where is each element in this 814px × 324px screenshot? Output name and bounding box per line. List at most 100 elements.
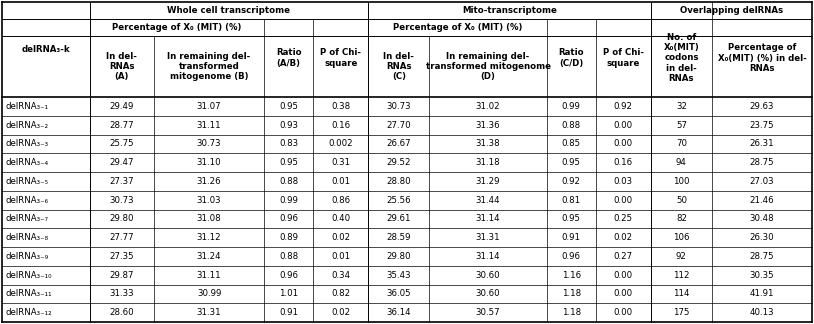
- Text: In remaining del-
transformed
mitogenome (B): In remaining del- transformed mitogenome…: [168, 52, 251, 81]
- Text: 82: 82: [676, 214, 687, 223]
- Text: 31.31: 31.31: [476, 233, 501, 242]
- Text: 27.70: 27.70: [387, 121, 411, 130]
- Text: delRNA₃₋₃: delRNA₃₋₃: [5, 139, 48, 148]
- Text: 31.14: 31.14: [476, 214, 501, 223]
- Text: 1.18: 1.18: [562, 308, 581, 317]
- Text: 31.08: 31.08: [197, 214, 221, 223]
- Text: 31.36: 31.36: [476, 121, 501, 130]
- Text: 30.35: 30.35: [750, 271, 774, 280]
- Text: delRNA₃₋₅: delRNA₃₋₅: [5, 177, 48, 186]
- Text: 0.91: 0.91: [562, 233, 580, 242]
- Text: 0.88: 0.88: [279, 252, 298, 261]
- Text: 0.96: 0.96: [562, 252, 580, 261]
- Text: 31.10: 31.10: [197, 158, 221, 167]
- Text: 31.11: 31.11: [197, 121, 221, 130]
- Text: 0.16: 0.16: [331, 121, 350, 130]
- Text: 0.92: 0.92: [562, 177, 580, 186]
- Text: 36.05: 36.05: [387, 289, 411, 298]
- Text: 25.75: 25.75: [110, 139, 134, 148]
- Text: 0.27: 0.27: [614, 252, 632, 261]
- Text: 31.33: 31.33: [110, 289, 134, 298]
- Text: 92: 92: [676, 252, 687, 261]
- Text: 0.01: 0.01: [331, 252, 350, 261]
- Text: delRNA₃₋₇: delRNA₃₋₇: [5, 214, 48, 223]
- Text: delRNA₃₋₄: delRNA₃₋₄: [5, 158, 48, 167]
- Text: In remaining del-
transformed mitogenome
(D): In remaining del- transformed mitogenome…: [426, 52, 550, 81]
- Text: 32: 32: [676, 102, 687, 111]
- Text: 28.75: 28.75: [750, 252, 774, 261]
- Text: 26.31: 26.31: [750, 139, 774, 148]
- Text: 25.56: 25.56: [387, 196, 411, 205]
- Text: 29.80: 29.80: [110, 214, 134, 223]
- Text: Mito-transcriptome: Mito-transcriptome: [462, 6, 557, 15]
- Text: 29.49: 29.49: [110, 102, 134, 111]
- Text: In del-
RNAs
(C): In del- RNAs (C): [383, 52, 414, 81]
- Text: 70: 70: [676, 139, 687, 148]
- Text: 28.80: 28.80: [387, 177, 411, 186]
- Text: 0.002: 0.002: [328, 139, 353, 148]
- Text: 0.25: 0.25: [614, 214, 632, 223]
- Text: 29.47: 29.47: [110, 158, 134, 167]
- Text: 21.46: 21.46: [750, 196, 774, 205]
- Text: 29.52: 29.52: [387, 158, 411, 167]
- Text: 30.57: 30.57: [476, 308, 501, 317]
- Text: 31.29: 31.29: [476, 177, 501, 186]
- Text: 31.26: 31.26: [197, 177, 221, 186]
- Text: 0.89: 0.89: [279, 233, 298, 242]
- Text: 28.75: 28.75: [750, 158, 774, 167]
- Text: 28.59: 28.59: [387, 233, 411, 242]
- Text: 29.80: 29.80: [387, 252, 411, 261]
- Text: 0.88: 0.88: [562, 121, 581, 130]
- Text: Ratio
(C/D): Ratio (C/D): [558, 48, 584, 68]
- Text: Whole cell transcriptome: Whole cell transcriptome: [168, 6, 291, 15]
- Text: 0.83: 0.83: [279, 139, 298, 148]
- Text: 0.00: 0.00: [614, 121, 632, 130]
- Text: 0.82: 0.82: [331, 289, 350, 298]
- Text: 31.11: 31.11: [197, 271, 221, 280]
- Text: 0.86: 0.86: [331, 196, 350, 205]
- Text: 30.60: 30.60: [476, 271, 501, 280]
- Text: 0.81: 0.81: [562, 196, 581, 205]
- Text: 114: 114: [673, 289, 689, 298]
- Text: 1.18: 1.18: [562, 289, 581, 298]
- Text: delRNA₃-k: delRNA₃-k: [21, 45, 70, 54]
- Text: 0.40: 0.40: [331, 214, 350, 223]
- Text: 27.35: 27.35: [110, 252, 134, 261]
- Text: 31.12: 31.12: [197, 233, 221, 242]
- Text: 31.02: 31.02: [476, 102, 501, 111]
- Text: 175: 175: [673, 308, 689, 317]
- Text: 0.34: 0.34: [331, 271, 350, 280]
- Text: In del-
RNAs
(A): In del- RNAs (A): [107, 52, 138, 81]
- Text: 0.02: 0.02: [331, 233, 350, 242]
- Text: 0.92: 0.92: [614, 102, 632, 111]
- Text: 23.75: 23.75: [750, 121, 774, 130]
- Text: 31.03: 31.03: [197, 196, 221, 205]
- Text: 0.95: 0.95: [562, 158, 580, 167]
- Text: 31.44: 31.44: [476, 196, 501, 205]
- Text: 100: 100: [673, 177, 689, 186]
- Text: delRNA₃₋₂: delRNA₃₋₂: [5, 121, 48, 130]
- Text: 30.48: 30.48: [750, 214, 774, 223]
- Text: 31.07: 31.07: [197, 102, 221, 111]
- Text: 50: 50: [676, 196, 687, 205]
- Text: 57: 57: [676, 121, 687, 130]
- Text: 29.61: 29.61: [387, 214, 411, 223]
- Text: 36.14: 36.14: [387, 308, 411, 317]
- Text: delRNA₃₋₆: delRNA₃₋₆: [5, 196, 48, 205]
- Text: No. of
X₀(MIT)
codons
in del-
RNAs: No. of X₀(MIT) codons in del- RNAs: [663, 33, 699, 83]
- Text: Percentage of
X₀(MIT) (%) in del-
RNAs: Percentage of X₀(MIT) (%) in del- RNAs: [718, 43, 807, 73]
- Text: Ratio
(A/B): Ratio (A/B): [276, 48, 301, 68]
- Text: 0.99: 0.99: [279, 196, 298, 205]
- Text: 0.01: 0.01: [331, 177, 350, 186]
- Text: P of Chi-
square: P of Chi- square: [320, 48, 361, 68]
- Text: 0.95: 0.95: [562, 214, 580, 223]
- Text: 31.31: 31.31: [197, 308, 221, 317]
- Text: 0.00: 0.00: [614, 196, 632, 205]
- Text: 31.38: 31.38: [476, 139, 501, 148]
- Text: 1.01: 1.01: [279, 289, 298, 298]
- Text: 0.16: 0.16: [614, 158, 632, 167]
- Text: 28.77: 28.77: [110, 121, 134, 130]
- Text: P of Chi-
square: P of Chi- square: [603, 48, 644, 68]
- Text: 30.60: 30.60: [476, 289, 501, 298]
- Text: 0.93: 0.93: [279, 121, 298, 130]
